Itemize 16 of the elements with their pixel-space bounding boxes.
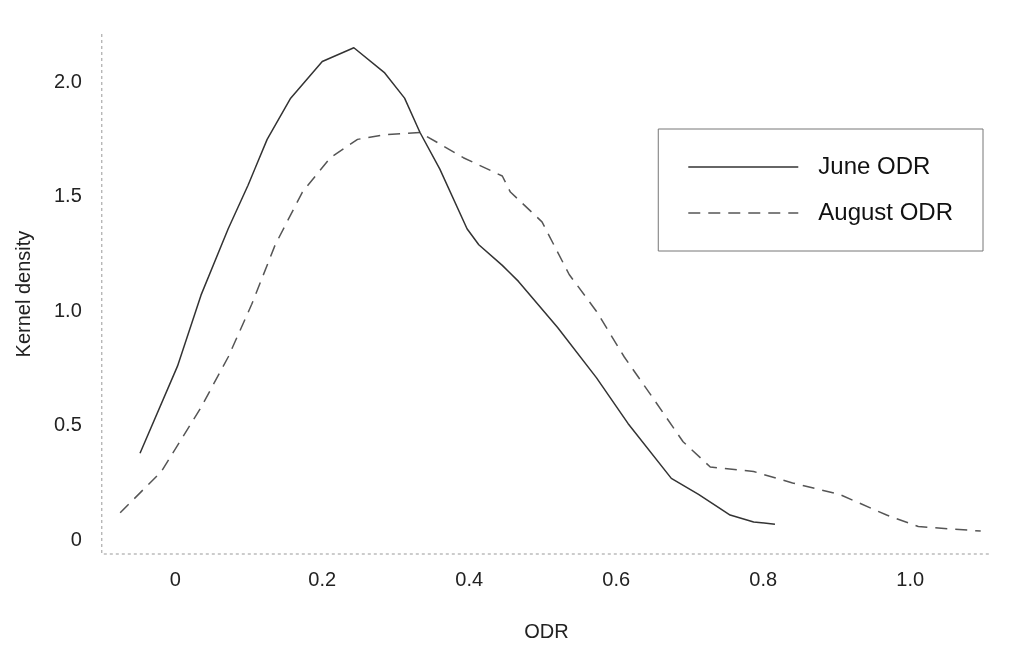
y-tick-label: 1.0 [53, 298, 82, 321]
line-series [119, 131, 982, 532]
y-axis-title: Kernel density [11, 230, 34, 358]
legend-label: June ODR [818, 151, 931, 179]
x-tick-label: 1.0 [896, 567, 925, 590]
x-tick-label: 0 [169, 567, 181, 590]
x-tick-label: 0.4 [455, 567, 484, 590]
y-tick-label: 0 [70, 527, 82, 550]
y-tick-label: 0.5 [53, 413, 82, 436]
x-tick-label: 0.8 [749, 567, 778, 590]
y-tick-label: 1.5 [53, 184, 82, 207]
x-tick-label: 0.6 [602, 567, 631, 590]
x-axis-title: ODR [524, 619, 569, 642]
legend-label: August ODR [818, 197, 953, 225]
y-tick-label: 2.0 [53, 69, 82, 92]
x-tick-label: 0.2 [308, 567, 337, 590]
